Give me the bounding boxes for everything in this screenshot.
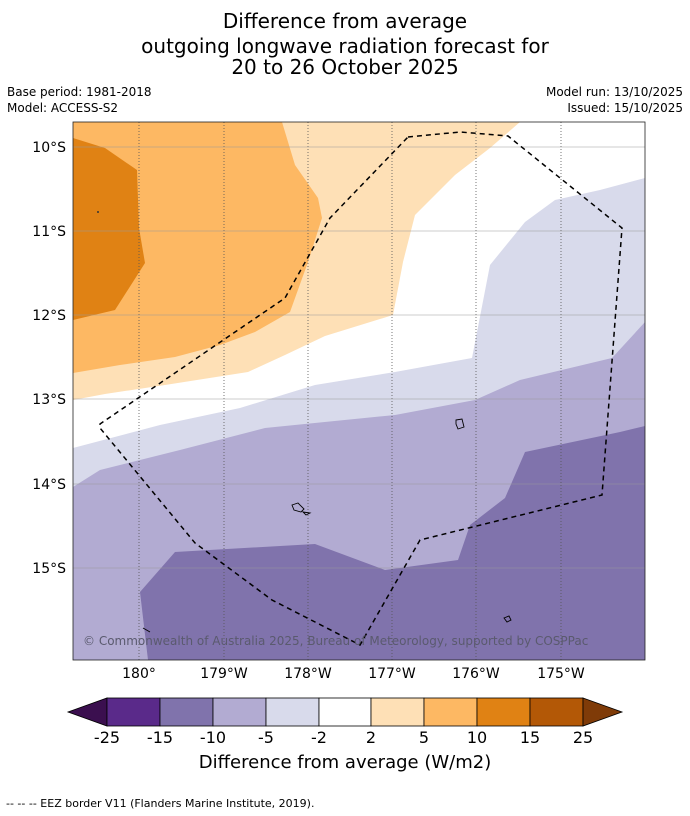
map-frame [72, 121, 646, 661]
colorbar-label: 15 [519, 728, 541, 747]
island-outline [455, 418, 465, 430]
lat-tick: 13°S [32, 392, 66, 408]
lon-tick: 178°W [284, 666, 332, 682]
lon-tick: 176°W [452, 666, 500, 682]
lat-tick: 12°S [32, 308, 66, 324]
colorbar-label: 5 [418, 728, 430, 747]
copyright-text: © Commonwealth of Australia 2025, Bureau… [83, 634, 588, 648]
island-outline [291, 502, 305, 513]
model-text: Model: ACCESS-S2 [7, 101, 119, 115]
island-outline [503, 615, 512, 623]
island-outline [142, 627, 151, 633]
colorbar-label: -5 [258, 728, 274, 747]
colorbar-label: -2 [311, 728, 327, 747]
lon-tick: 180° [122, 666, 156, 682]
colorbar-segment [318, 697, 372, 727]
issued-text: Issued: 15/10/2025 [567, 101, 683, 115]
colorbar [66, 697, 624, 727]
islands [142, 418, 512, 633]
colorbar-label: 10 [466, 728, 488, 747]
gridlines [73, 122, 645, 660]
colorbar-segment [529, 697, 584, 727]
colorbar-segment [370, 697, 425, 727]
colorbar-label: -15 [146, 728, 174, 747]
lon-tick: 179°W [200, 666, 248, 682]
base-period-text: Base period: 1981-2018 [7, 85, 152, 99]
colorbar-segment [423, 697, 478, 727]
title-line-1: Difference from average [222, 9, 468, 33]
band-10-15 [73, 138, 145, 320]
model-run-text: Model run: 13/10/2025 [545, 85, 683, 99]
lon-tick: 175°W [537, 666, 585, 682]
colorbar-extend-min [66, 697, 108, 727]
colorbar-extend-max [582, 697, 624, 727]
title-line-3: 20 to 26 October 2025 [231, 55, 459, 79]
lat-tick: 11°S [32, 224, 66, 240]
colorbar-segment [106, 697, 161, 727]
colorbar-segment [212, 697, 267, 727]
tiny-island [97, 211, 99, 213]
eez-legend-text: -- -- -- EEZ border V11 (Flanders Marine… [6, 797, 315, 810]
colorbar-label: 2 [365, 728, 377, 747]
anomaly-field [73, 122, 645, 660]
colorbar-label: -25 [93, 728, 121, 747]
colorbar-label: -10 [199, 728, 227, 747]
colorbar-segment [265, 697, 320, 727]
lat-tick: 14°S [32, 477, 66, 493]
colorbar-segment [159, 697, 214, 727]
colorbar-segment [476, 697, 531, 727]
lat-tick: 10°S [32, 140, 66, 156]
lat-tick: 15°S [32, 561, 66, 577]
colorbar-label: 25 [572, 728, 594, 747]
island-outline [301, 511, 312, 516]
colorbar-title: Difference from average (W/m2) [198, 752, 492, 773]
title-line-2: outgoing longwave radiation forecast for [141, 34, 549, 58]
lon-tick: 177°W [368, 666, 416, 682]
